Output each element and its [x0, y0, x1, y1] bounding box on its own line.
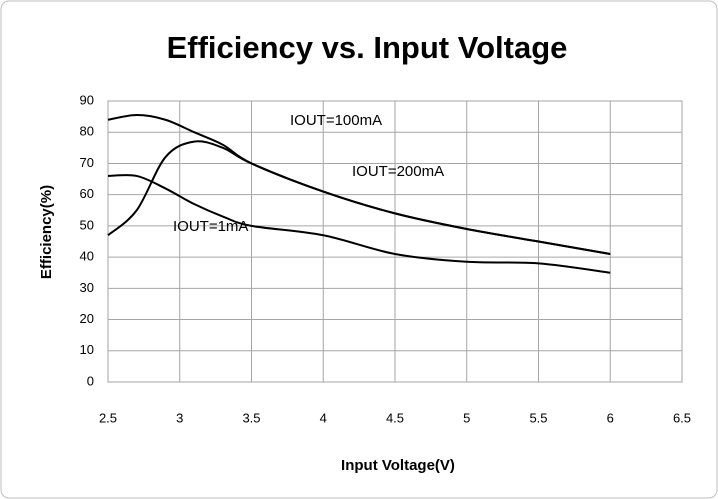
y-tick-label: 50	[80, 217, 94, 232]
y-tick-label: 60	[80, 186, 94, 201]
y-tick-label: 10	[80, 342, 94, 357]
series-annotation: IOUT=200mA	[352, 163, 444, 180]
y-tick-label: 70	[80, 155, 94, 170]
x-tick-label: 5	[463, 410, 470, 425]
y-tick-label: 90	[80, 92, 94, 107]
y-tick-label: 40	[80, 249, 94, 264]
y-tick-label: 80	[80, 124, 94, 139]
x-tick-label: 6.5	[673, 410, 691, 425]
x-tick-label: 4.5	[386, 410, 404, 425]
series-annotation: IOUT=1mA	[173, 218, 248, 235]
x-tick-label: 3.5	[242, 410, 260, 425]
x-axis-label: Input Voltage(V)	[341, 457, 455, 474]
series-line	[107, 174, 611, 274]
y-tick-label: 30	[80, 280, 94, 295]
x-tick-label: 3	[176, 410, 183, 425]
series-line	[107, 140, 611, 255]
x-tick-label: 5.5	[529, 410, 547, 425]
y-axis-label: Efficiency(%)	[38, 185, 55, 279]
x-tick-label: 4	[320, 410, 327, 425]
x-tick-label: 6	[607, 410, 614, 425]
chart-title: Efficiency vs. Input Voltage	[167, 30, 568, 65]
y-tick-label: 0	[87, 373, 94, 388]
x-tick-label: 2.5	[99, 410, 117, 425]
y-tick-label: 20	[80, 311, 94, 326]
series-annotation: IOUT=100mA	[290, 112, 382, 129]
